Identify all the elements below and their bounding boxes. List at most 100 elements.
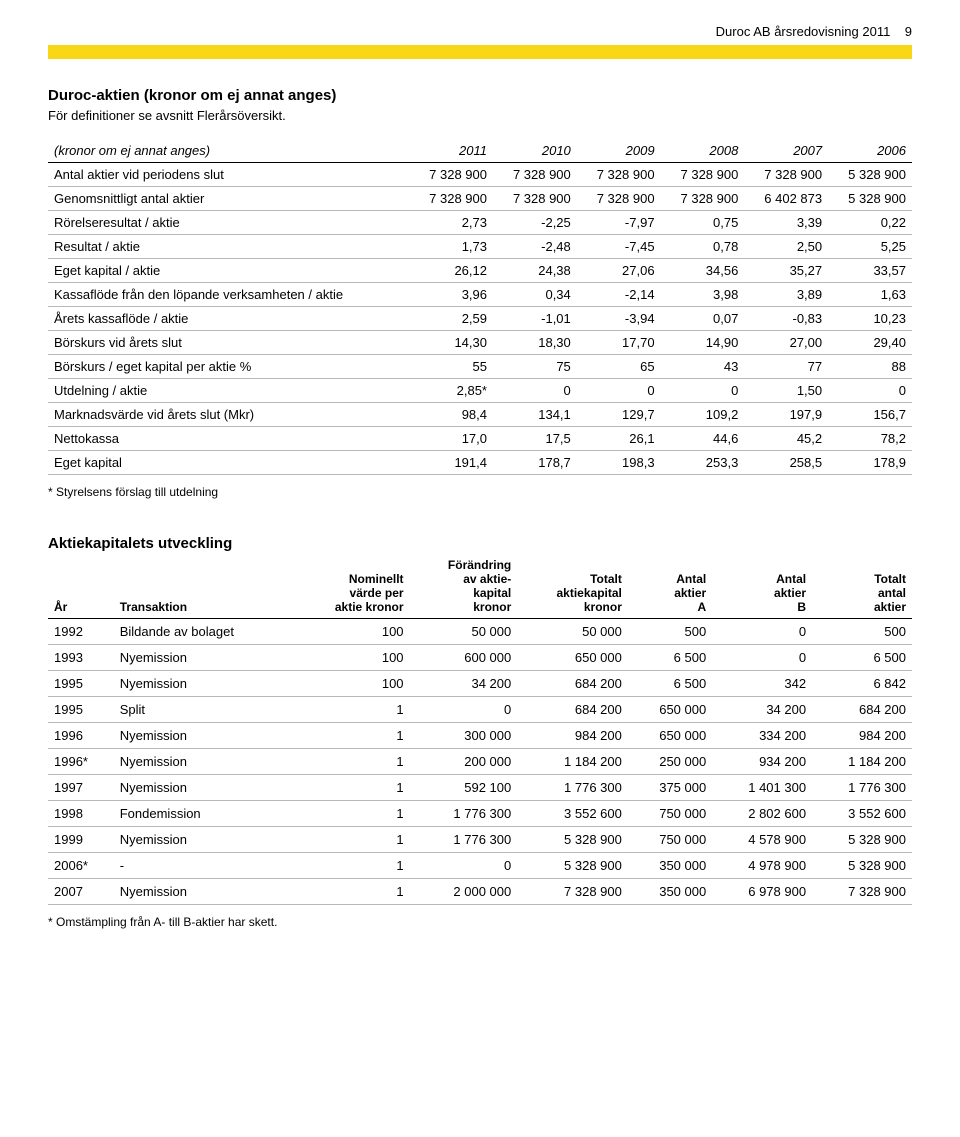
cell-year: 1999 (48, 827, 114, 853)
cell-value: 100 (294, 671, 409, 697)
cell-value: 65 (577, 355, 661, 379)
cell-value: 178,7 (493, 451, 577, 475)
cell-value: 17,5 (493, 427, 577, 451)
page-header: Duroc AB årsredovisning 2011 9 (48, 24, 912, 39)
cell-value: 253,3 (661, 451, 745, 475)
cell-value: 1 (294, 723, 409, 749)
cell-value: -0,83 (744, 307, 828, 331)
cell-value: 2,85* (409, 379, 493, 403)
col-shares-a: AntalaktierA (628, 556, 712, 619)
cell-value: 3,89 (744, 283, 828, 307)
row-label: Eget kapital (48, 451, 409, 475)
cell-value: 600 000 (410, 645, 518, 671)
row-label: Marknadsvärde vid årets slut (Mkr) (48, 403, 409, 427)
cell-value: 55 (409, 355, 493, 379)
col-header-year: 2009 (577, 139, 661, 163)
section1-footnote: * Styrelsens förslag till utdelning (48, 485, 912, 499)
cell-year: 2007 (48, 879, 114, 905)
cell-value: 198,3 (577, 451, 661, 475)
cell-value: 17,70 (577, 331, 661, 355)
cell-value: 33,57 (828, 259, 912, 283)
cell-value: 4 578 900 (712, 827, 812, 853)
cell-value: 342 (712, 671, 812, 697)
cell-value: 350 000 (628, 853, 712, 879)
cell-value: 1 401 300 (712, 775, 812, 801)
cell-value: 156,7 (828, 403, 912, 427)
row-label: Antal aktier vid periodens slut (48, 163, 409, 187)
cell-value: 984 200 (517, 723, 628, 749)
cell-value: 934 200 (712, 749, 812, 775)
cell-value: 6 500 (628, 645, 712, 671)
cell-value: -2,25 (493, 211, 577, 235)
cell-value: 375 000 (628, 775, 712, 801)
table-row: 1998Fondemission11 776 3003 552 600750 0… (48, 801, 912, 827)
cell-value: 250 000 (628, 749, 712, 775)
cell-value: 29,40 (828, 331, 912, 355)
row-label: Kassaflöde från den löpande verksamheten… (48, 283, 409, 307)
cell-value: 500 (628, 619, 712, 645)
cell-value: 44,6 (661, 427, 745, 451)
cell-value: 6 842 (812, 671, 912, 697)
cell-value: 50 000 (517, 619, 628, 645)
cell-transaction: Nyemission (114, 749, 294, 775)
cell-value: 2,50 (744, 235, 828, 259)
cell-value: 1 184 200 (517, 749, 628, 775)
cell-value: 1,73 (409, 235, 493, 259)
row-label: Eget kapital / aktie (48, 259, 409, 283)
section2-footnote: * Omstämpling från A- till B-aktier har … (48, 915, 912, 929)
cell-value: 5,25 (828, 235, 912, 259)
cell-value: 7 328 900 (812, 879, 912, 905)
cell-value: 7 328 900 (577, 163, 661, 187)
cell-value: -7,97 (577, 211, 661, 235)
cell-value: 5 328 900 (517, 853, 628, 879)
table-row: Marknadsvärde vid årets slut (Mkr)98,413… (48, 403, 912, 427)
cell-value: 7 328 900 (744, 163, 828, 187)
row-label: Årets kassaflöde / aktie (48, 307, 409, 331)
page: Duroc AB årsredovisning 2011 9 Duroc-akt… (0, 0, 960, 969)
cell-value: 3 552 600 (812, 801, 912, 827)
cell-value: 500 (812, 619, 912, 645)
table-row: Eget kapital / aktie26,1224,3827,0634,56… (48, 259, 912, 283)
header-doc-title: Duroc AB årsredovisning 2011 (716, 24, 891, 39)
cell-value: 134,1 (493, 403, 577, 427)
cell-value: 14,30 (409, 331, 493, 355)
cell-value: 0 (493, 379, 577, 403)
cell-value: 6 500 (812, 645, 912, 671)
cell-value: 1 (294, 749, 409, 775)
cell-transaction: Nyemission (114, 723, 294, 749)
header-page-number: 9 (905, 24, 912, 39)
cell-value: 27,06 (577, 259, 661, 283)
cell-value: 334 200 (712, 723, 812, 749)
cell-value: 750 000 (628, 801, 712, 827)
table-row: Resultat / aktie1,73-2,48-7,450,782,505,… (48, 235, 912, 259)
cell-transaction: Nyemission (114, 775, 294, 801)
cell-value: 98,4 (409, 403, 493, 427)
col-header-year: 2007 (744, 139, 828, 163)
table-header-row: (kronor om ej annat anges) 2011 2010 200… (48, 139, 912, 163)
cell-value: 197,9 (744, 403, 828, 427)
col-header-label: (kronor om ej annat anges) (48, 139, 409, 163)
cell-transaction: Nyemission (114, 645, 294, 671)
cell-value: 650 000 (628, 723, 712, 749)
cell-value: 45,2 (744, 427, 828, 451)
cell-value: -1,01 (493, 307, 577, 331)
cell-value: 5 328 900 (812, 827, 912, 853)
col-header-year: 2006 (828, 139, 912, 163)
cell-value: 24,38 (493, 259, 577, 283)
cell-value: 109,2 (661, 403, 745, 427)
cell-value: 2 000 000 (410, 879, 518, 905)
cell-value: 3 552 600 (517, 801, 628, 827)
section1-title: Duroc-aktien (kronor om ej annat anges) (48, 87, 912, 104)
cell-value: 0 (828, 379, 912, 403)
cell-value: 7 328 900 (661, 163, 745, 187)
cell-value: 26,12 (409, 259, 493, 283)
cell-value: 34 200 (712, 697, 812, 723)
cell-value: 77 (744, 355, 828, 379)
table-row: 2007Nyemission12 000 0007 328 900350 000… (48, 879, 912, 905)
col-total-cap: Totaltaktiekapitalkronor (517, 556, 628, 619)
cell-value: 1 (294, 853, 409, 879)
col-header-year: 2011 (409, 139, 493, 163)
cell-value: 75 (493, 355, 577, 379)
col-total-shares: Totaltantalaktier (812, 556, 912, 619)
table-row: Genomsnittligt antal aktier7 328 9007 32… (48, 187, 912, 211)
